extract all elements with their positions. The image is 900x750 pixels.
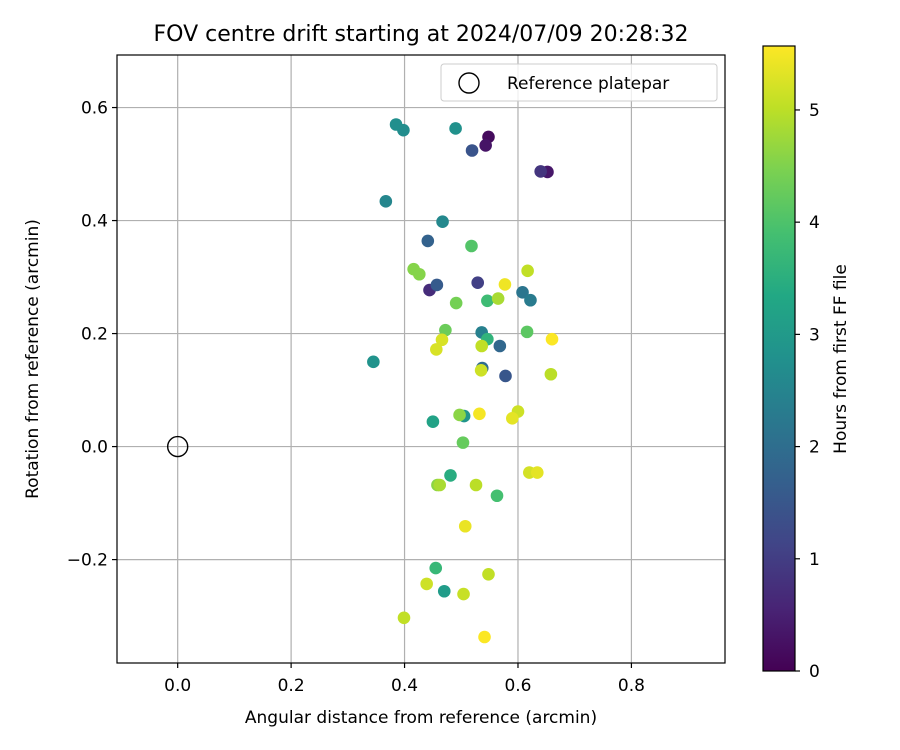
data-point — [506, 412, 519, 425]
data-point — [439, 323, 452, 337]
data-point — [436, 215, 449, 228]
data-point — [449, 296, 463, 310]
data-point — [474, 364, 488, 377]
data-point — [544, 367, 558, 381]
data-point — [449, 122, 462, 135]
data-point — [430, 343, 443, 356]
data-point — [524, 293, 537, 307]
y-axis-label: Rotation from reference (arcmin) — [23, 219, 43, 499]
colorbar-tick-label: 1 — [809, 550, 820, 570]
x-axis-label: Angular distance from reference (arcmin) — [245, 708, 597, 728]
data-point — [520, 325, 534, 339]
data-point — [465, 239, 478, 253]
data-point — [426, 415, 440, 429]
legend-box — [440, 63, 718, 102]
colorbar-label: Hours from first FF file — [831, 264, 851, 454]
x-tick-label: 0.0 — [164, 676, 191, 696]
plot-frame — [116, 54, 726, 664]
data-point — [421, 234, 435, 248]
data-point — [412, 267, 426, 281]
x-tick-label: 0.4 — [391, 676, 418, 696]
x-axis-ticks: 0.0 0.2 0.4 0.6 0.8 — [164, 663, 645, 696]
colorbar-ticks: 0 1 2 3 4 5 — [795, 101, 820, 682]
colorbar-tick-label: 4 — [809, 213, 820, 233]
data-point — [530, 466, 544, 479]
data-point — [499, 369, 512, 383]
y-tick-label: 0.2 — [81, 325, 108, 345]
data-point — [444, 469, 457, 482]
legend-label: Reference platepar — [507, 74, 669, 94]
data-point — [516, 286, 529, 299]
colorbar-tick-label: 2 — [809, 438, 820, 458]
data-point — [521, 264, 534, 278]
data-point — [465, 144, 479, 157]
data-point — [367, 355, 380, 369]
data-point — [491, 292, 505, 305]
data-point — [493, 339, 507, 353]
data-point — [473, 407, 486, 421]
data-point — [379, 195, 393, 208]
data-point — [490, 489, 504, 503]
data-point — [430, 278, 444, 292]
data-point — [420, 577, 433, 591]
x-tick-label: 0.2 — [278, 676, 305, 696]
data-point — [437, 584, 451, 598]
data-point — [482, 567, 495, 581]
y-tick-label: −0.2 — [67, 551, 108, 571]
data-point — [475, 339, 488, 353]
data-point — [435, 333, 449, 347]
data-point — [389, 118, 403, 131]
grid-lines — [117, 55, 725, 663]
data-point — [456, 436, 470, 449]
y-tick-label: 0.6 — [81, 99, 108, 119]
data-point — [453, 408, 466, 422]
data-point — [458, 519, 472, 533]
data-point — [471, 276, 485, 290]
x-tick-label: 0.8 — [618, 676, 645, 696]
data-point — [478, 630, 491, 644]
legend: Reference platepar — [440, 63, 718, 102]
colorbar — [762, 45, 796, 672]
data-point — [498, 278, 512, 291]
data-point — [534, 165, 547, 178]
colorbar-tick-label: 5 — [809, 101, 820, 121]
data-point — [545, 332, 559, 346]
y-tick-label: 0.4 — [81, 212, 108, 232]
y-tick-label: 0.0 — [81, 438, 108, 458]
data-point — [429, 561, 443, 575]
chart-title: FOV centre drift starting at 2024/07/09 … — [154, 22, 689, 47]
legend-reference-marker — [458, 72, 480, 94]
data-point — [469, 478, 483, 492]
reference-platepar-marker — [166, 435, 189, 458]
data-point — [433, 478, 447, 492]
data-point — [457, 587, 470, 601]
data-point — [481, 294, 494, 308]
data-point — [479, 139, 492, 152]
colorbar-tick-label: 0 — [809, 662, 820, 682]
data-points — [367, 118, 559, 644]
data-point — [397, 611, 411, 625]
x-tick-label: 0.6 — [504, 676, 531, 696]
y-axis-ticks: −0.2 0.0 0.2 0.4 0.6 — [67, 99, 117, 571]
colorbar-tick-label: 3 — [809, 325, 820, 345]
